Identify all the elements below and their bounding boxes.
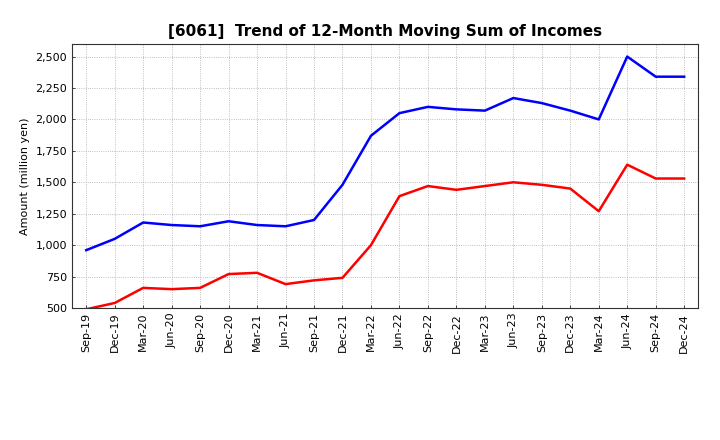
Net Income xyxy=(537,182,546,187)
Ordinary Income xyxy=(480,108,489,113)
Title: [6061]  Trend of 12-Month Moving Sum of Incomes: [6061] Trend of 12-Month Moving Sum of I… xyxy=(168,24,602,39)
Ordinary Income xyxy=(537,100,546,106)
Net Income xyxy=(196,285,204,290)
Net Income xyxy=(282,282,290,287)
Net Income xyxy=(82,307,91,312)
Ordinary Income xyxy=(509,95,518,101)
Net Income xyxy=(566,186,575,191)
Ordinary Income xyxy=(423,104,432,110)
Ordinary Income xyxy=(139,220,148,225)
Ordinary Income xyxy=(110,236,119,242)
Net Income xyxy=(310,278,318,283)
Net Income xyxy=(623,162,631,167)
Ordinary Income xyxy=(225,219,233,224)
Net Income xyxy=(595,209,603,214)
Ordinary Income xyxy=(452,107,461,112)
Net Income xyxy=(139,285,148,290)
Net Income xyxy=(452,187,461,192)
Ordinary Income xyxy=(366,133,375,139)
Ordinary Income xyxy=(652,74,660,79)
Line: Net Income: Net Income xyxy=(86,165,684,309)
Net Income xyxy=(366,242,375,248)
Ordinary Income xyxy=(310,217,318,223)
Ordinary Income xyxy=(395,110,404,116)
Net Income xyxy=(509,180,518,185)
Net Income xyxy=(225,271,233,277)
Ordinary Income xyxy=(566,108,575,113)
Net Income xyxy=(253,270,261,275)
Net Income xyxy=(338,275,347,280)
Net Income xyxy=(110,301,119,306)
Net Income xyxy=(167,286,176,292)
Ordinary Income xyxy=(167,222,176,227)
Ordinary Income xyxy=(282,224,290,229)
Ordinary Income xyxy=(82,248,91,253)
Net Income xyxy=(480,183,489,189)
Ordinary Income xyxy=(680,74,688,79)
Ordinary Income xyxy=(595,117,603,122)
Y-axis label: Amount (million yen): Amount (million yen) xyxy=(20,117,30,235)
Line: Ordinary Income: Ordinary Income xyxy=(86,57,684,250)
Net Income xyxy=(680,176,688,181)
Ordinary Income xyxy=(196,224,204,229)
Ordinary Income xyxy=(623,54,631,59)
Net Income xyxy=(652,176,660,181)
Ordinary Income xyxy=(253,222,261,227)
Ordinary Income xyxy=(338,182,347,187)
Net Income xyxy=(423,183,432,189)
Net Income xyxy=(395,194,404,199)
